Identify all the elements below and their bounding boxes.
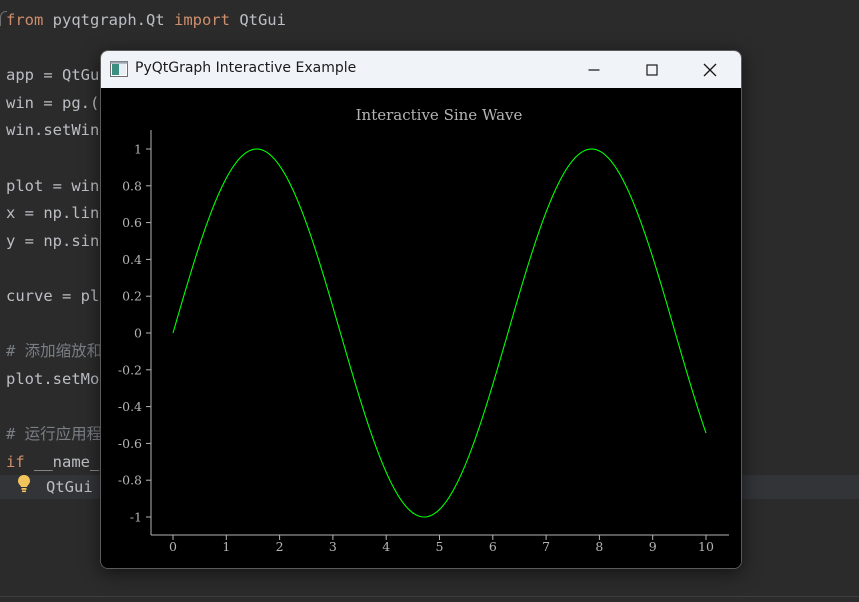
y-tick-label: -0.4 [118,399,142,414]
code-line[interactable]: from pyqtgraph.Qt import QtGui [6,10,286,30]
y-tick-label: -0.8 [118,473,142,488]
y-tick-label: -0.2 [118,362,142,377]
code-line[interactable]: win.setWin [6,120,99,140]
code-token: if [6,452,25,471]
app-icon [110,61,128,77]
x-tick-label: 2 [276,539,284,554]
y-tick-label: 0.6 [122,215,142,230]
clipped-code-line [0,0,9,10]
code-token: win = pg.( [6,93,100,112]
code-token: QtGui [229,11,286,29]
y-tick-label: 0.4 [122,252,142,267]
code-token: x = np.lin [6,204,100,223]
code-token: # 运行应用程 [6,425,103,443]
x-tick-label: 0 [169,539,177,554]
code-line[interactable]: # 运行应用程 [6,424,102,444]
lightbulb-icon[interactable] [16,474,32,494]
code-line[interactable]: if __name_ [6,452,99,472]
minimize-icon [588,68,600,71]
close-button[interactable] [681,51,739,88]
window-titlebar[interactable]: PyQtGraph Interactive Example [101,51,741,88]
x-tick-label: 9 [649,539,657,554]
minimize-button[interactable] [565,51,623,88]
maximize-button[interactable] [623,51,681,88]
code-token: curve = pl [6,287,100,305]
x-tick-label: 7 [542,539,550,554]
code-token: # 添加缩放和 [6,342,103,361]
y-tick-label: -1 [130,510,142,525]
sine-series-line [172,148,707,518]
x-tick-label: 3 [329,539,337,554]
x-tick-label: 5 [436,539,444,554]
code-line[interactable]: x = np.lin [6,203,99,223]
x-tick-label: 10 [698,539,714,554]
code-line[interactable]: app = QtGu [6,65,99,85]
y-tick-label: 0 [134,326,142,341]
editor-divider [0,596,859,597]
code-token: plot = win [6,176,100,195]
code-line[interactable]: win = pg.( [6,93,99,113]
code-token: win.setWin [6,121,100,140]
code-line[interactable]: # 添加缩放和 [6,341,102,361]
y-tick-label: -0.6 [118,436,142,451]
code-line[interactable]: curve = pl [6,286,99,306]
sine-chart[interactable]: Interactive Sine Wave 1 0.8 0.6 0.4 0.2 0 -0.2… [101,88,741,568]
code-token: __name_ [24,452,100,471]
code-token: from [6,11,44,29]
code-token: y = np.sin [6,231,100,250]
app-window[interactable]: PyQtGraph Interactive Example Interactiv… [100,50,742,569]
y-tick-label: 0.8 [122,178,142,193]
code-line[interactable]: y = np.sin [6,231,99,251]
code-token: app = QtGu [6,66,100,85]
code-token: import [173,11,230,29]
inline-hint: QtGui [46,478,93,496]
y-tick-label: 0.2 [122,289,142,304]
chart-title: Interactive Sine Wave [356,106,523,124]
maximize-icon [646,63,658,76]
code-line[interactable]: plot.setMo [6,369,99,389]
x-tick-label: 4 [382,539,390,554]
plot-widget[interactable]: Interactive Sine Wave 1 0.8 0.6 0.4 0.2 0 -0.2… [101,88,741,568]
chart-axes: 1 0.8 0.6 0.4 0.2 0 -0.2 -0.4 -0.6 -0.8 -1 0 1 2 3 4 5 6 7… [118,130,729,554]
window-title: PyQtGraph Interactive Example [135,60,357,76]
y-tick-label: 1 [134,142,142,157]
code-line[interactable]: plot = win [6,176,99,196]
code-token: plot.setMo [6,369,100,388]
close-icon [703,63,717,76]
x-tick-label: 8 [595,539,603,554]
code-token: pyqtgraph.Qt [43,11,174,29]
x-tick-label: 1 [222,539,230,554]
fold-marker [0,11,7,26]
chart-curves [172,148,707,518]
x-tick-label: 6 [489,539,497,554]
